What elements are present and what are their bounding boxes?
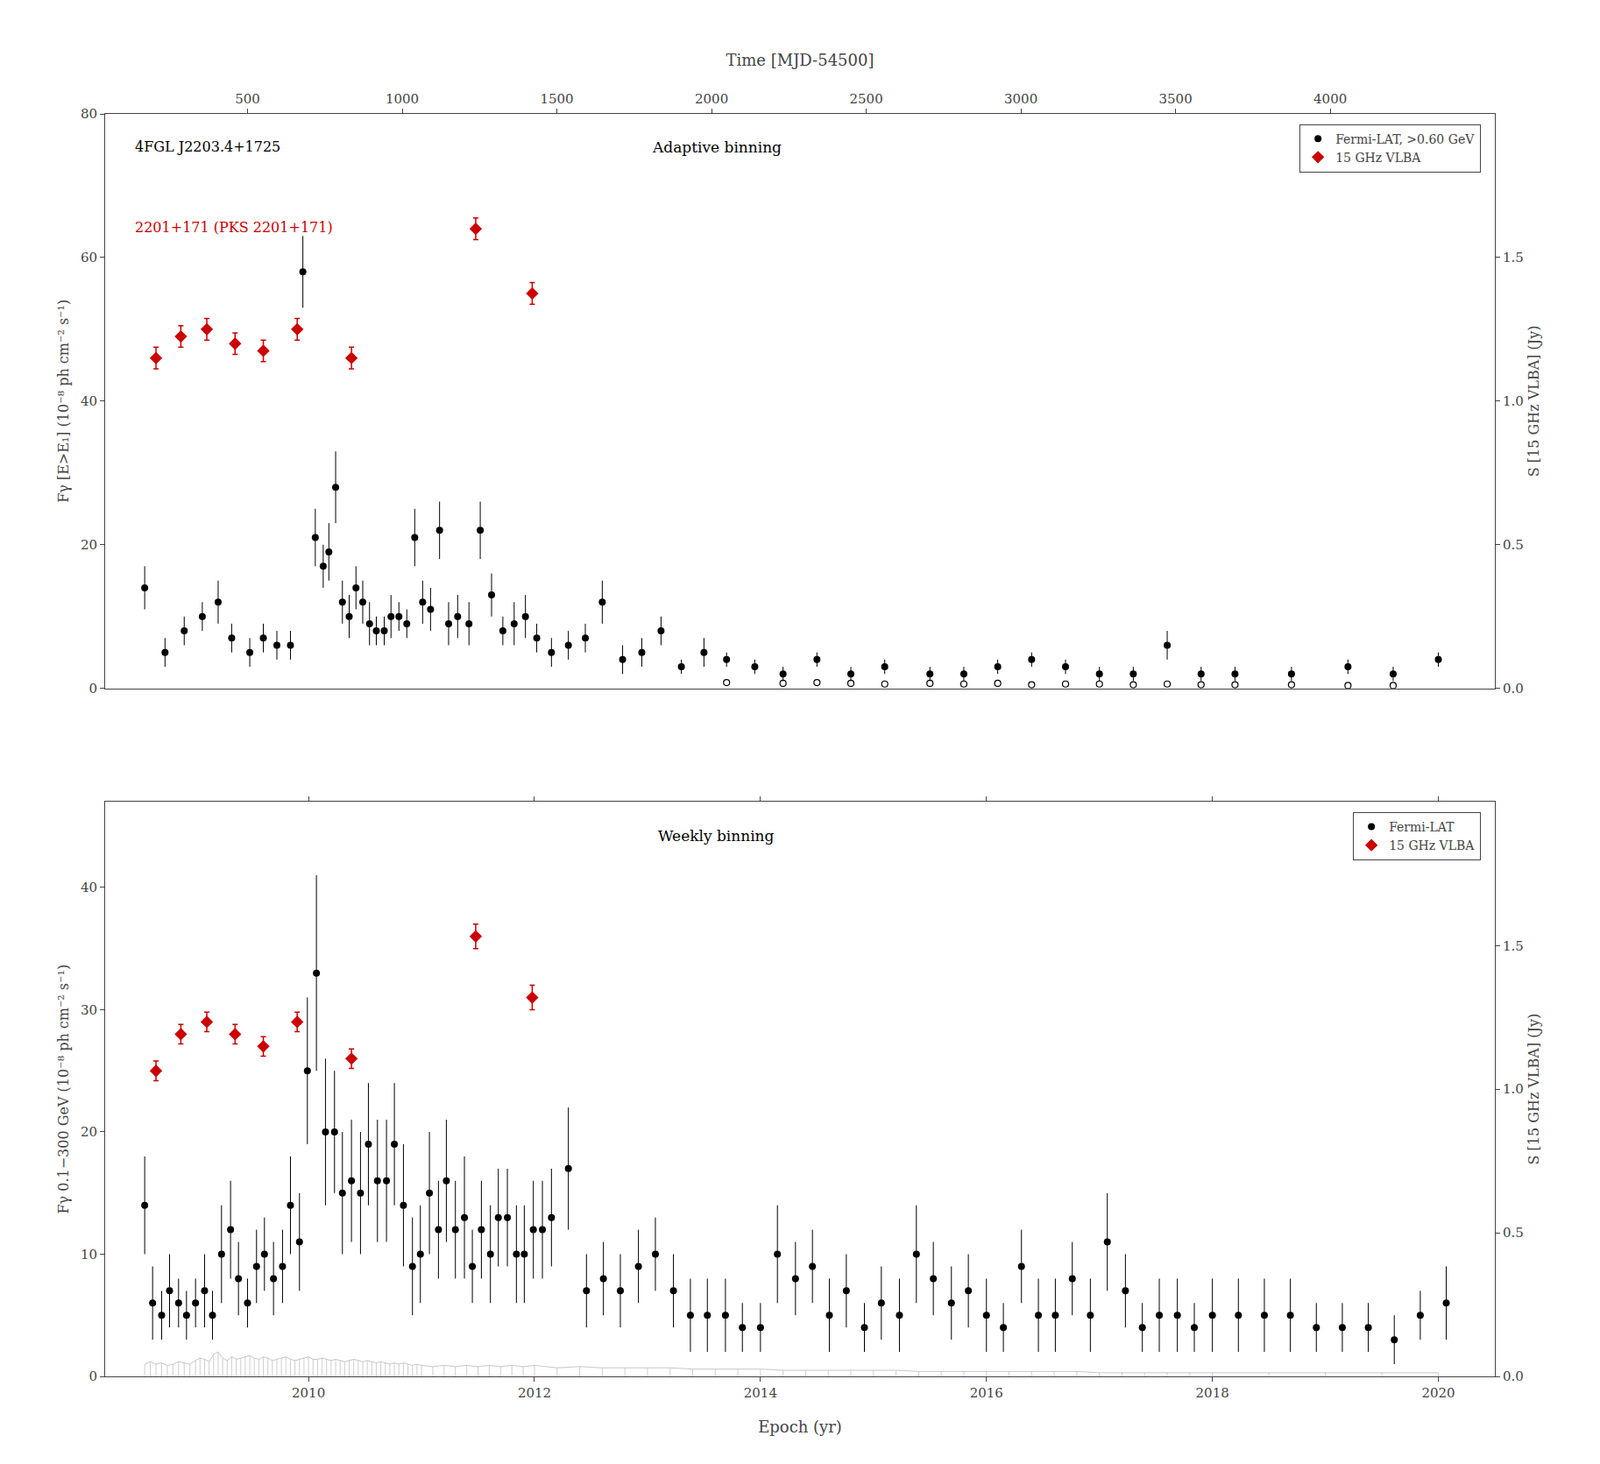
svg-text:0.5: 0.5 — [1502, 537, 1524, 553]
svg-text:20: 20 — [80, 537, 98, 553]
svg-text:80: 80 — [80, 106, 98, 122]
svg-text:2018: 2018 — [1196, 1385, 1230, 1402]
svg-text:4FGL J2203.4+1725: 4FGL J2203.4+1725 — [134, 138, 281, 156]
svg-text:0: 0 — [88, 1368, 98, 1385]
svg-text:2016: 2016 — [969, 1385, 1004, 1402]
svg-text:60: 60 — [80, 249, 98, 266]
svg-text:Fermi-LAT: Fermi-LAT — [1388, 820, 1455, 835]
svg-text:1.5: 1.5 — [1502, 938, 1524, 955]
svg-text:1000: 1000 — [385, 91, 419, 107]
svg-text:S [15 GHz VLBA] (Jy): S [15 GHz VLBA] (Jy) — [1525, 1013, 1543, 1166]
svg-text:20: 20 — [80, 1124, 98, 1140]
svg-text:2010: 2010 — [291, 1385, 326, 1402]
svg-text:3000: 3000 — [1004, 91, 1038, 107]
svg-text:15 GHz VLBA: 15 GHz VLBA — [1335, 150, 1422, 165]
svg-text:2201+171 (PKS 2201+171): 2201+171 (PKS 2201+171) — [134, 219, 333, 236]
svg-text:0.0: 0.0 — [1502, 680, 1524, 697]
svg-text:Fγ 0.1−300 GeV (10⁻⁸ ph cm⁻² s: Fγ 0.1−300 GeV (10⁻⁸ ph cm⁻² s⁻¹) — [55, 964, 72, 1215]
svg-text:Adaptive binning: Adaptive binning — [651, 138, 782, 156]
svg-text:15 GHz VLBA: 15 GHz VLBA — [1388, 838, 1475, 853]
svg-text:500: 500 — [234, 91, 261, 107]
svg-text:2020: 2020 — [1421, 1385, 1455, 1402]
svg-text:Time [MJD-54500]: Time [MJD-54500] — [725, 50, 874, 70]
svg-text:1.5: 1.5 — [1502, 249, 1524, 266]
svg-text:0.5: 0.5 — [1502, 1224, 1524, 1241]
svg-text:3500: 3500 — [1159, 91, 1193, 107]
svg-text:40: 40 — [80, 393, 98, 410]
svg-text:2500: 2500 — [849, 91, 884, 107]
svg-text:2000: 2000 — [694, 91, 729, 107]
svg-text:0: 0 — [88, 680, 98, 697]
svg-text:4000: 4000 — [1313, 91, 1347, 107]
svg-text:30: 30 — [80, 1002, 98, 1019]
svg-text:2012: 2012 — [517, 1385, 552, 1402]
svg-text:10: 10 — [80, 1246, 98, 1263]
svg-text:Epoch (yr): Epoch (yr) — [757, 1417, 843, 1437]
svg-text:1.0: 1.0 — [1502, 393, 1524, 410]
svg-text:Weekly binning: Weekly binning — [658, 827, 775, 845]
svg-text:Fγ [E>E₁] (10⁻⁸ ph cm⁻² s⁻¹): Fγ [E>E₁] (10⁻⁸ ph cm⁻² s⁻¹) — [55, 299, 72, 503]
svg-text:0.0: 0.0 — [1502, 1368, 1524, 1385]
svg-text:S [15 GHz VLBA] (Jy): S [15 GHz VLBA] (Jy) — [1525, 325, 1543, 477]
svg-text:1.0: 1.0 — [1502, 1081, 1524, 1098]
svg-text:2014: 2014 — [743, 1385, 778, 1402]
svg-text:40: 40 — [80, 879, 98, 896]
svg-text:1500: 1500 — [539, 91, 574, 107]
svg-text:Fermi-LAT, >0.60 GeV: Fermi-LAT, >0.60 GeV — [1335, 132, 1475, 147]
